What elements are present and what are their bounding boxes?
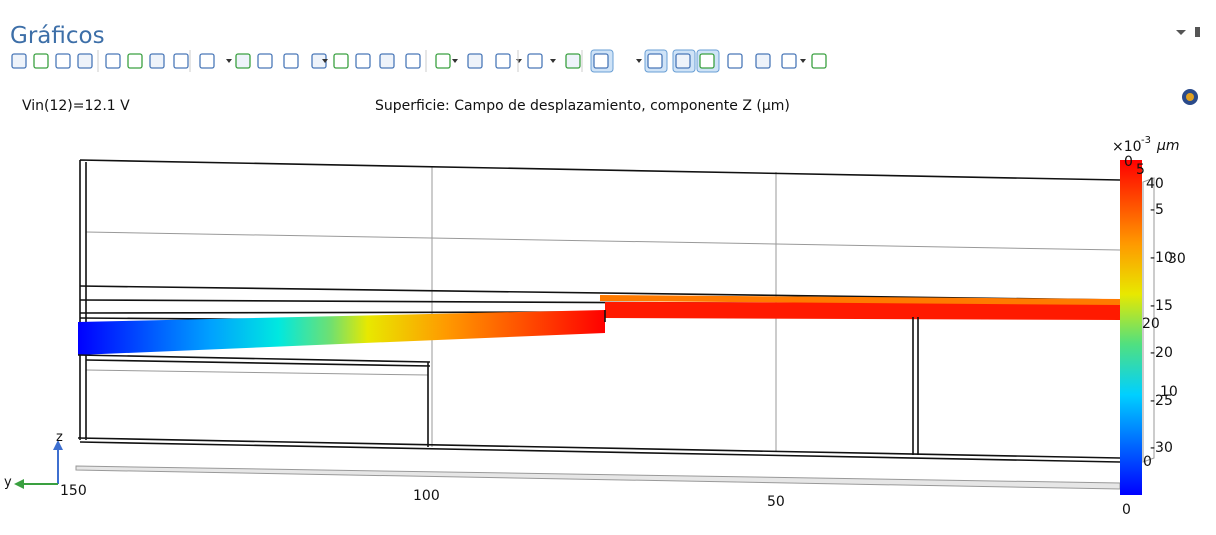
triad-label: y xyxy=(4,475,12,490)
colorbar-overlay-label: 0 xyxy=(1124,154,1133,170)
toolbar-button[interactable] xyxy=(436,54,450,68)
toolbar-button[interactable] xyxy=(150,54,164,68)
toolbar-button[interactable] xyxy=(566,54,580,68)
toolbar-button[interactable] xyxy=(128,54,142,68)
colorbar-unit: µm xyxy=(1156,138,1180,154)
toolbar-button[interactable] xyxy=(356,54,370,68)
toolbar-button[interactable] xyxy=(380,54,394,68)
color-bar xyxy=(1120,160,1142,495)
toolbar-button[interactable] xyxy=(594,54,608,68)
window-title: Gráficos xyxy=(10,23,105,49)
toolbar-button[interactable] xyxy=(12,54,26,68)
colorbar-label: 0 xyxy=(1143,454,1152,470)
colorbar-label: 40 xyxy=(1146,176,1164,192)
colorbar-label: 20 xyxy=(1142,316,1160,332)
toolbar-button[interactable] xyxy=(468,54,482,68)
colorbar-overlay-label: -25 xyxy=(1150,393,1173,409)
toolbar-button[interactable] xyxy=(258,54,272,68)
toolbar-button[interactable] xyxy=(700,54,714,68)
plot-title: Superficie: Campo de desplazamiento, com… xyxy=(375,98,790,114)
expression-label: Vin(12)=12.1 V xyxy=(22,98,130,114)
toolbar-button[interactable] xyxy=(756,54,770,68)
colorbar-exponent: -3 xyxy=(1141,135,1151,146)
beam-top xyxy=(600,298,1120,302)
toolbar-button[interactable] xyxy=(496,54,510,68)
colorbar-overlay-label: -10 xyxy=(1150,250,1173,266)
colorbar-overlay-label: -5 xyxy=(1150,202,1164,218)
axis-label: 150 xyxy=(60,483,87,499)
toolbar-button[interactable] xyxy=(174,54,188,68)
colorbar-overlay-label: -20 xyxy=(1150,345,1173,361)
pin[interactable] xyxy=(1195,27,1200,37)
toolbar-button[interactable] xyxy=(728,54,742,68)
triad-label: z xyxy=(56,430,63,445)
page: Gráficos Vin(12)=12.1 V Superficie: Camp… xyxy=(0,0,1216,535)
toolbar-button[interactable] xyxy=(78,54,92,68)
toolbar-button[interactable] xyxy=(56,54,70,68)
toolbar-button[interactable] xyxy=(528,54,542,68)
colorbar-bottom-label: 0 xyxy=(1122,502,1131,518)
colorbar-overlay-label: -15 xyxy=(1150,298,1173,314)
beam-tip xyxy=(605,302,1120,320)
graphics-window: Gráficos Vin(12)=12.1 V Superficie: Camp… xyxy=(0,0,1216,535)
logo-dot xyxy=(1186,93,1194,101)
toolbar-button[interactable] xyxy=(106,54,120,68)
colorbar-multiplier: ×10 xyxy=(1112,139,1142,155)
toolbar-button[interactable] xyxy=(334,54,348,68)
toolbar-button[interactable] xyxy=(406,54,420,68)
toolbar-button[interactable] xyxy=(812,54,826,68)
toolbar-button[interactable] xyxy=(34,54,48,68)
toolbar-button[interactable] xyxy=(648,54,662,68)
toolbar-button[interactable] xyxy=(200,54,214,68)
toolbar-button[interactable] xyxy=(236,54,250,68)
toolbar-button[interactable] xyxy=(284,54,298,68)
colorbar-overlay-label: 5 xyxy=(1136,162,1145,178)
toolbar-button[interactable] xyxy=(782,54,796,68)
toolbar-button[interactable] xyxy=(676,54,690,68)
axis-label: 100 xyxy=(413,488,440,504)
colorbar-overlay-label: -30 xyxy=(1150,440,1173,456)
background xyxy=(0,0,1216,535)
axis-label: 50 xyxy=(767,494,785,510)
